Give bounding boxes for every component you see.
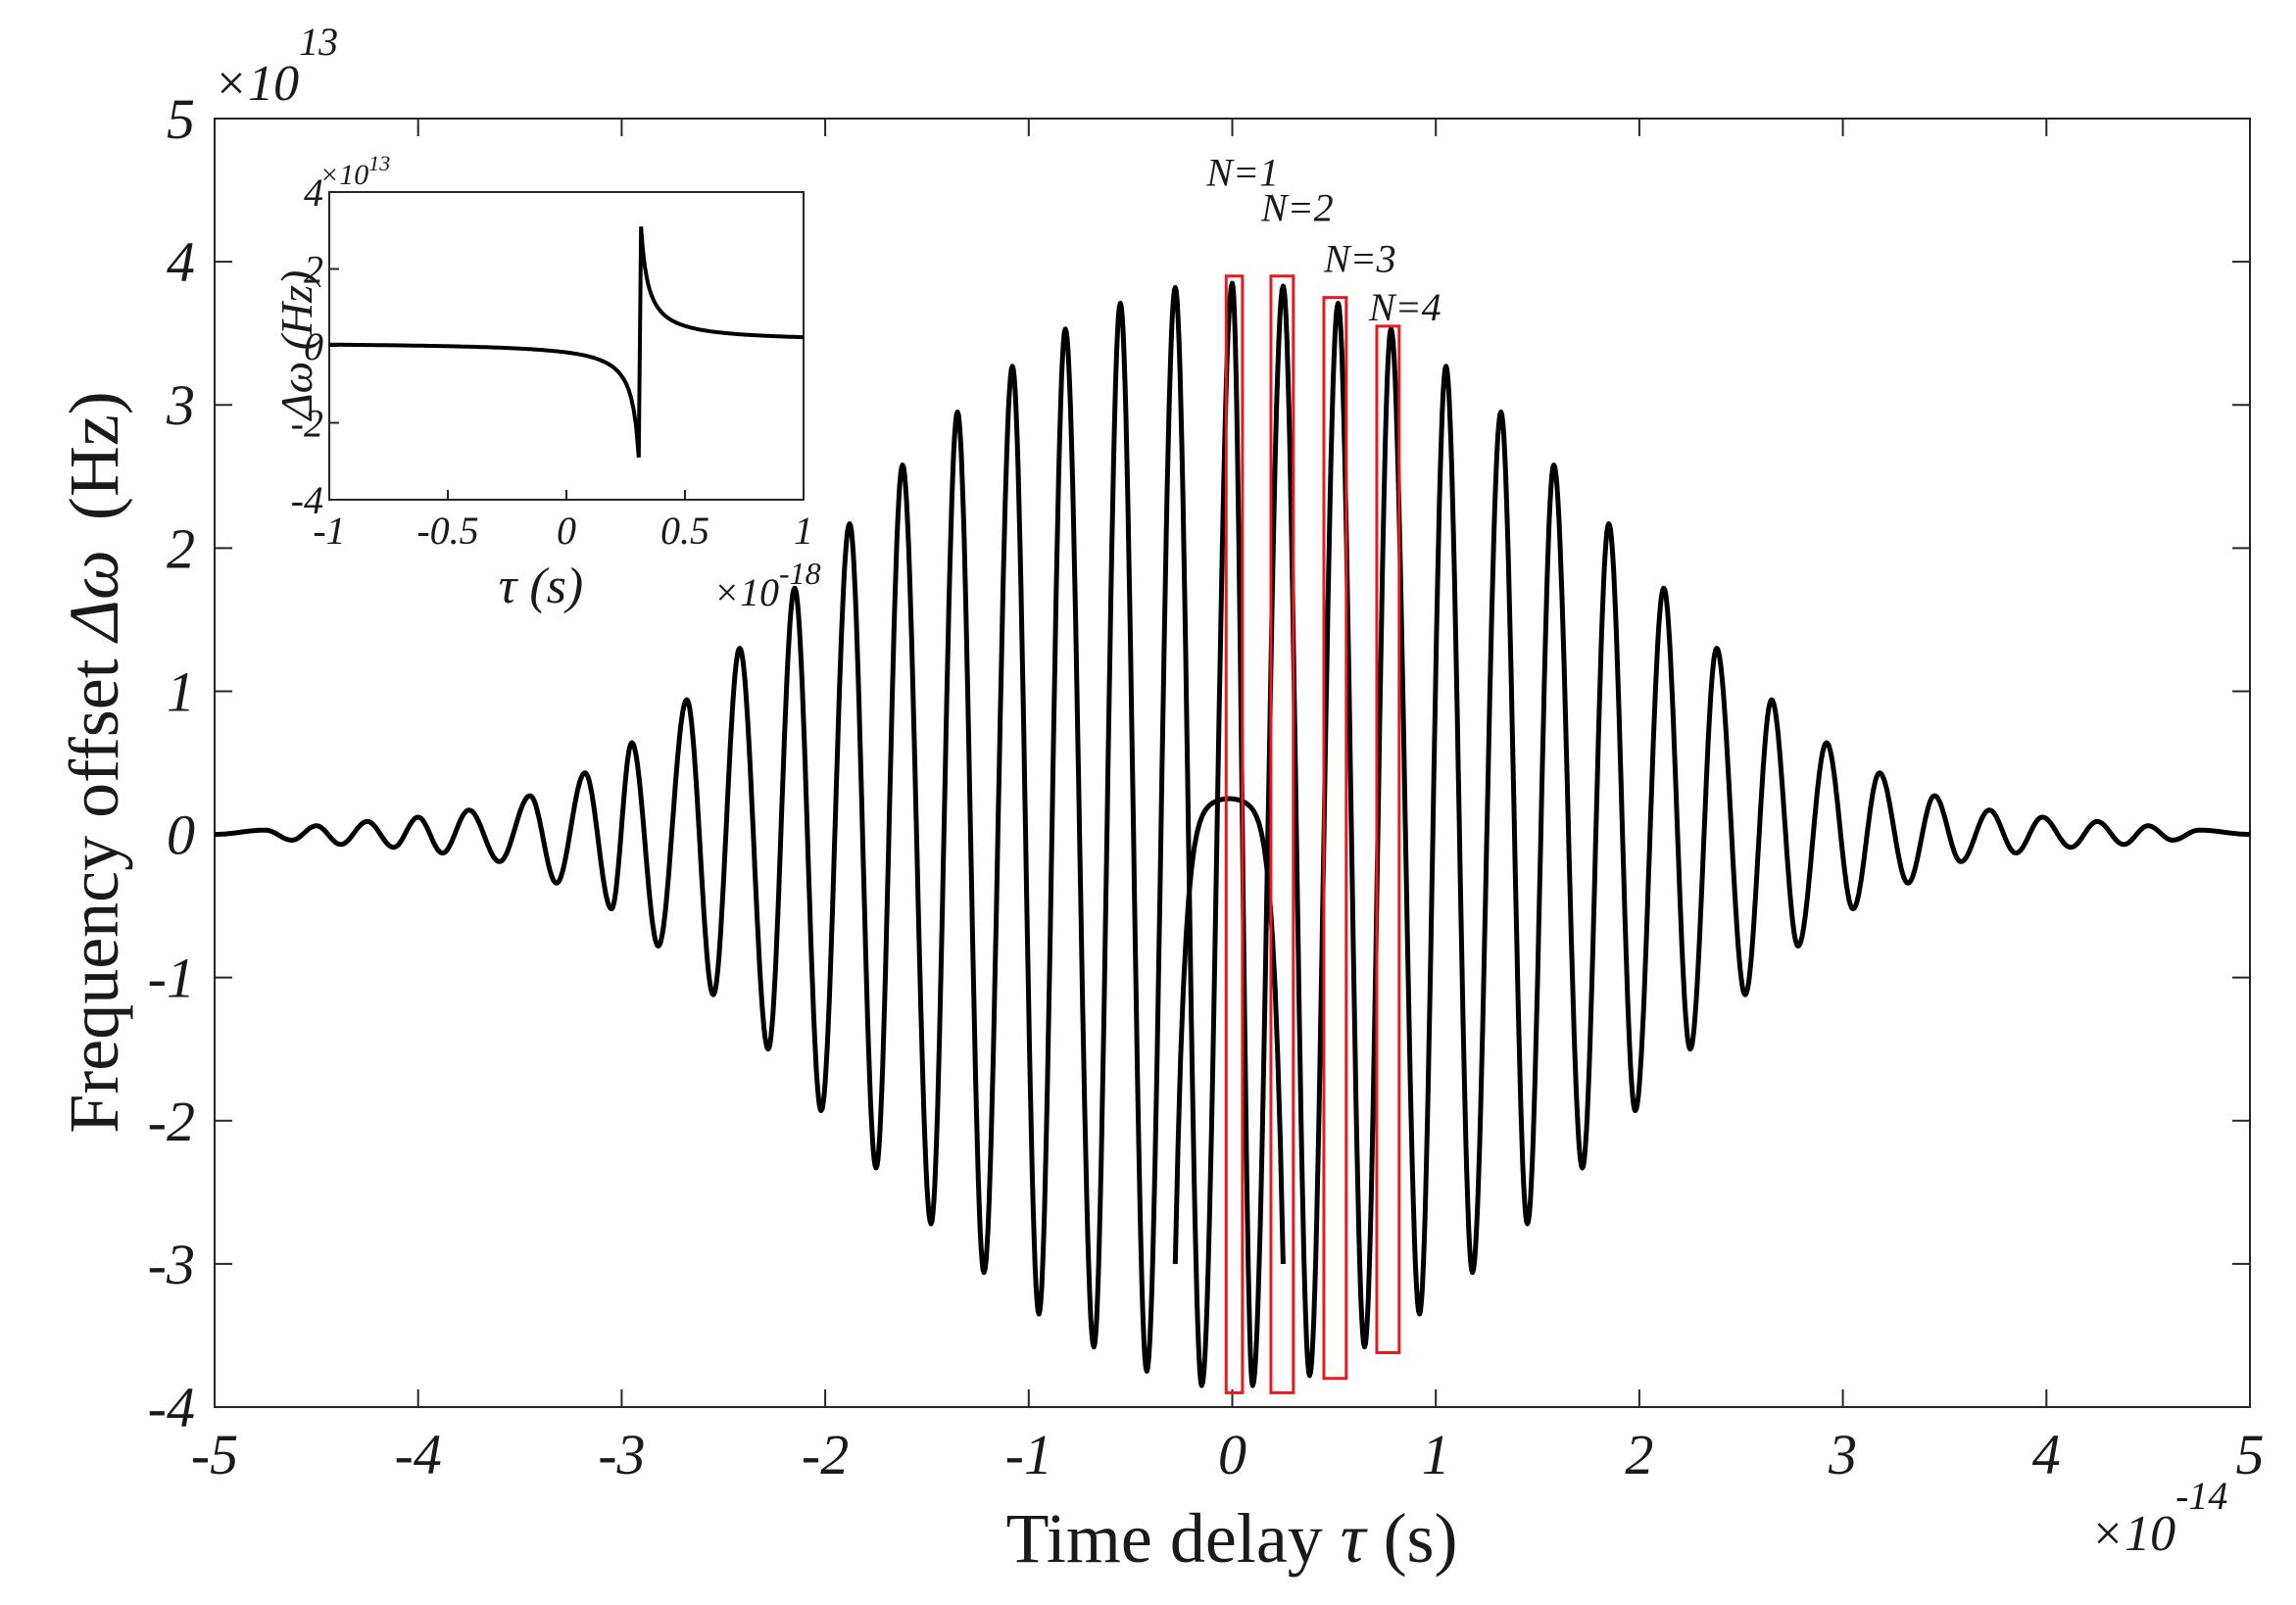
inset-x-axis-label-symbol: τ bbox=[499, 559, 519, 614]
annotation-box bbox=[1269, 274, 1295, 1394]
inset-y-tick-label: -4 bbox=[291, 478, 323, 522]
main-x-tick-label: 4 bbox=[2032, 1423, 2061, 1486]
main-series-line bbox=[214, 280, 2251, 1388]
y-axis-label-text: Frequency offset bbox=[55, 641, 133, 1134]
annotation-label: N=1 bbox=[1205, 151, 1279, 195]
main-curve bbox=[214, 280, 2251, 1388]
annotation-box bbox=[1375, 324, 1401, 1354]
inset-y-tick-label: 4 bbox=[304, 170, 323, 215]
y-multiplier-base: ×10 bbox=[214, 56, 299, 112]
inset-curve bbox=[329, 226, 804, 458]
main-y-tick-label: 4 bbox=[167, 230, 195, 294]
main-annotations: N=1N=2 N=3N=4 bbox=[1205, 151, 1441, 1394]
y-multiplier-exponent: 13 bbox=[299, 20, 338, 64]
annotation-box bbox=[1224, 274, 1245, 1394]
main-y-tick-label: -4 bbox=[148, 1376, 195, 1439]
main-x-tick-label: -4 bbox=[395, 1423, 442, 1486]
main-x-tick-label: 5 bbox=[2236, 1423, 2265, 1486]
inset-x-tick-label: -0.5 bbox=[416, 509, 478, 553]
main-y-tick-label: -1 bbox=[148, 947, 195, 1010]
main-y-tick-label: -3 bbox=[148, 1233, 195, 1296]
annotation-label: N=2 bbox=[1260, 186, 1334, 230]
main-y-tick-label: 2 bbox=[167, 516, 195, 580]
main-y-tick-label: 0 bbox=[167, 803, 195, 867]
inset-x-multiplier: ×10-18 bbox=[713, 556, 821, 614]
inset-y-axis-label-unit: (Hz) bbox=[271, 270, 321, 362]
y-axis-label-unit: (Hz) bbox=[55, 391, 133, 520]
main-x-tick-label: 3 bbox=[1828, 1423, 1857, 1486]
main-x-tick-label: -2 bbox=[802, 1423, 849, 1486]
main-x-ticks: -5 -4 -3 -2 -1 0 1 2 3 4 5 bbox=[191, 119, 2265, 1486]
main-x-tick-label: -3 bbox=[598, 1423, 645, 1486]
main-x-tick-label: 1 bbox=[1422, 1423, 1450, 1486]
inset-x-tick-label: -1 bbox=[313, 509, 345, 553]
inset-x-multiplier-exponent: -18 bbox=[779, 556, 821, 591]
main-x-tick-label: 0 bbox=[1218, 1423, 1246, 1486]
inset-y-tick-label: -2 bbox=[291, 402, 323, 446]
inset-y-tick-label: 2 bbox=[304, 248, 323, 292]
main-y-tick-label: 5 bbox=[167, 87, 195, 151]
main-y-tick-label: -2 bbox=[148, 1090, 195, 1153]
inset-y-multiplier: ×1013 bbox=[319, 151, 390, 191]
main-y-tick-label: 1 bbox=[167, 659, 195, 723]
main-y-tick-label: 3 bbox=[166, 373, 195, 437]
inset-y-multiplier-exponent: 13 bbox=[368, 151, 390, 175]
inset-y-axis-label-symbol: Δω bbox=[271, 362, 321, 421]
y-axis-label: Frequency offset Δω (Hz) bbox=[55, 391, 133, 1134]
inset-y-multiplier-base: ×10 bbox=[319, 159, 368, 191]
inset-y-axis-label: Δω (Hz) bbox=[271, 270, 321, 422]
main-x-tick-label: -1 bbox=[1005, 1423, 1052, 1486]
annotation-box bbox=[1322, 296, 1348, 1381]
inset-x-tick-label: 1 bbox=[794, 509, 813, 553]
inset-series-line bbox=[329, 226, 804, 458]
x-axis-label-symbol: τ bbox=[1341, 1499, 1368, 1578]
annotation-label: N=4 bbox=[1368, 285, 1441, 329]
main-x-tick-label: 2 bbox=[1625, 1423, 1653, 1486]
inset-x-ticks: -1 -0.5 0 0.5 1 bbox=[313, 490, 813, 553]
inset-x-axis-label-unit: (s) bbox=[516, 559, 583, 614]
x-axis-label-unit: (s) bbox=[1366, 1499, 1458, 1578]
inset-x-tick-label: 0.5 bbox=[660, 509, 709, 553]
main-central-arc bbox=[1172, 796, 1286, 1264]
inset-x-tick-label: 0 bbox=[557, 509, 576, 553]
y-multiplier: ×1013 bbox=[214, 20, 338, 112]
x-multiplier: ×10-14 bbox=[2090, 1474, 2227, 1562]
inset-y-ticks: -4 -2 0 2 4 bbox=[291, 170, 339, 522]
x-axis-label: Time delay τ (s) bbox=[1005, 1499, 1457, 1578]
annotation-label: N=3 bbox=[1323, 237, 1396, 281]
x-axis-label-text: Time delay bbox=[1005, 1499, 1340, 1578]
inset-y-tick-label: 0 bbox=[304, 324, 323, 368]
main-x-tick-label: -5 bbox=[191, 1423, 238, 1486]
main-y-ticks: -4 -3 -2 -1 0 1 2 3 4 5 bbox=[148, 87, 2250, 1439]
y-axis-label-symbol: Δω bbox=[55, 550, 133, 644]
x-multiplier-base: ×10 bbox=[2090, 1506, 2175, 1562]
inset-x-multiplier-base: ×10 bbox=[713, 570, 779, 614]
inset-x-axis-label: τ (s) bbox=[499, 559, 584, 614]
x-multiplier-exponent: -14 bbox=[2175, 1474, 2227, 1518]
